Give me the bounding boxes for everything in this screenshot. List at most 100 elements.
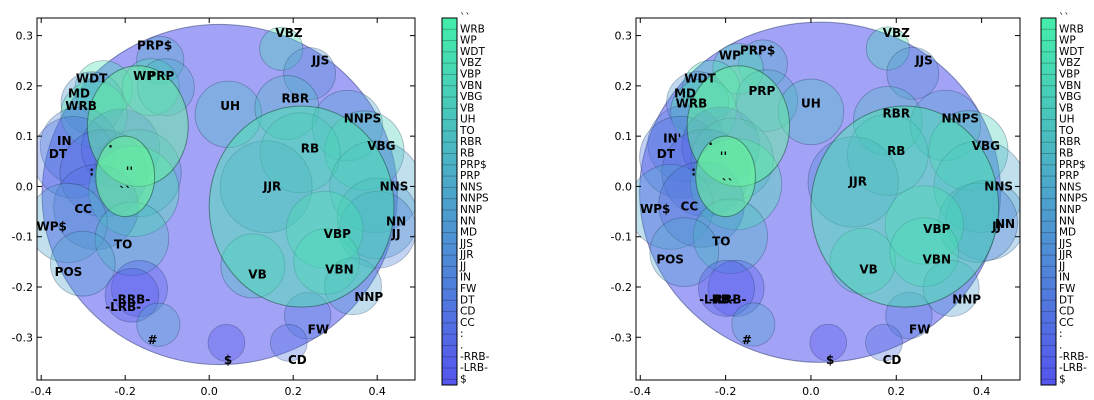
point-label: : xyxy=(691,164,696,178)
cluster-regions xyxy=(636,21,1020,363)
y-tick-label: 0.1 xyxy=(16,130,34,143)
region-vbg xyxy=(928,110,1009,191)
colorbar-label: $ xyxy=(460,373,467,385)
point-label: VBG xyxy=(972,139,1000,153)
point-label: RBR xyxy=(882,107,910,121)
region-$ xyxy=(809,323,848,362)
point-label: `` xyxy=(119,184,131,198)
point-label: UH xyxy=(220,99,240,113)
point-label: `` xyxy=(722,177,734,191)
plot-frame xyxy=(635,17,1021,381)
cluster-left-inner xyxy=(95,135,156,218)
point-label: WP$ xyxy=(640,202,670,216)
colorbar-label: RB xyxy=(1059,148,1074,160)
point-label: . xyxy=(108,137,113,151)
point-label: '' xyxy=(126,164,133,178)
x-tick-label: 0.0 xyxy=(200,385,218,398)
region-$ xyxy=(207,324,246,362)
point-label: $ xyxy=(224,353,232,367)
x-tick-label: -0.4 xyxy=(630,385,651,398)
colorbar-label: -LRB- xyxy=(460,362,488,374)
colorbar-label: -LRB- xyxy=(1059,362,1087,374)
region-jjs xyxy=(283,47,336,101)
point-label: $ xyxy=(826,353,834,367)
colorbar-label: JJS xyxy=(1058,238,1072,250)
colorbar-label: FW xyxy=(1059,283,1076,295)
region-jjr xyxy=(807,136,899,228)
point-label: WDT xyxy=(684,71,716,85)
y-tick-label: 0.0 xyxy=(16,180,34,193)
x-tick-label: 0.4 xyxy=(973,385,991,398)
region-pos xyxy=(49,230,116,297)
cluster-right xyxy=(810,105,1000,308)
point-label: MD xyxy=(68,86,90,100)
point-label: VBP xyxy=(324,227,351,241)
colorbar-label: JJS xyxy=(459,238,473,250)
point-label: RB xyxy=(301,142,319,156)
point-label: JJR xyxy=(848,174,867,188)
point-label: NNPS xyxy=(344,112,382,126)
colorbar-label: JJR xyxy=(459,249,474,261)
point-label: PRP$ xyxy=(740,44,775,58)
point-label: POS xyxy=(55,265,83,279)
point-label: NNPS xyxy=(942,112,980,126)
point-label: JJS xyxy=(914,54,933,68)
point-label: FW xyxy=(308,323,329,337)
colorbar-label: CC xyxy=(1059,317,1074,329)
colorbar-label: VBP xyxy=(460,68,481,80)
point-label: VBZ xyxy=(275,26,302,40)
point-label: CD xyxy=(883,353,902,367)
point-label: VBZ xyxy=(883,26,910,40)
region-jjr xyxy=(219,140,313,234)
region-rrb xyxy=(707,259,765,317)
point-label: WP$ xyxy=(37,220,67,234)
y-tick-label: 0.3 xyxy=(615,30,633,43)
region-vbp xyxy=(285,190,364,269)
x-tick-label: -0.2 xyxy=(114,385,135,398)
region-fw xyxy=(885,291,933,340)
region- xyxy=(136,302,181,347)
region-nn xyxy=(945,180,1020,261)
colorbar-label: CD xyxy=(460,306,475,318)
y-tick-label: 0.2 xyxy=(615,80,633,93)
colorbar-label: $ xyxy=(1059,373,1066,385)
colorbar-label: UH xyxy=(1059,114,1075,126)
colorbar-label: VBN xyxy=(460,80,482,92)
plot-frame xyxy=(36,17,416,381)
region-vb xyxy=(220,233,286,299)
x-tick-label: 0.4 xyxy=(368,385,386,398)
colorbar-label: PRP xyxy=(460,170,480,182)
y-tick-label: -0.2 xyxy=(12,281,33,294)
colorbar-label: : xyxy=(1059,328,1063,340)
region-vbz xyxy=(259,26,304,71)
y-tick-label: -0.2 xyxy=(611,281,632,294)
colorbar-label: DT xyxy=(460,294,475,306)
point-label: JJ xyxy=(391,227,401,241)
point-label: UH xyxy=(801,96,821,110)
y-tick-label: 0.0 xyxy=(615,180,633,193)
chart-panel-1: -0.4 -0.2 0.0 0.2 0.4 0.3 0.2 0.1 0.0 -0.1 -0.2 -0.… xyxy=(12,12,490,398)
colorbar-label: NNP xyxy=(460,204,482,216)
colorbar-label: `` xyxy=(1059,12,1070,24)
region-jj xyxy=(938,182,1019,263)
chart-panel-2: -0.4 -0.2 0.0 0.2 0.4 0.3 0.2 0.1 0.0 -0.1 -0.2 -0.… xyxy=(611,12,1089,398)
region-nn xyxy=(336,177,415,260)
point-label: VB xyxy=(248,267,266,281)
region-wp$ xyxy=(37,182,108,263)
colorbar-label: PRP$ xyxy=(1059,159,1086,171)
colorbar-label: : xyxy=(460,328,464,340)
point-label: -RRB- xyxy=(709,293,747,307)
colorbar-label: JJR xyxy=(1058,249,1073,261)
point-label: : xyxy=(89,164,94,178)
region-lrb xyxy=(698,259,755,317)
point-label: VB xyxy=(859,262,877,276)
cluster-regions xyxy=(37,23,415,366)
point-label: NN xyxy=(995,217,1015,231)
colorbar-label: JJ xyxy=(1058,260,1065,272)
colorbar-label: MD xyxy=(460,227,477,239)
colorbar-label: . xyxy=(1059,339,1062,351)
point-label: -LRB- xyxy=(105,300,141,314)
colorbar-label: VBZ xyxy=(460,57,482,69)
colorbar-label: VBN xyxy=(1059,80,1081,92)
cluster-right xyxy=(208,105,395,308)
